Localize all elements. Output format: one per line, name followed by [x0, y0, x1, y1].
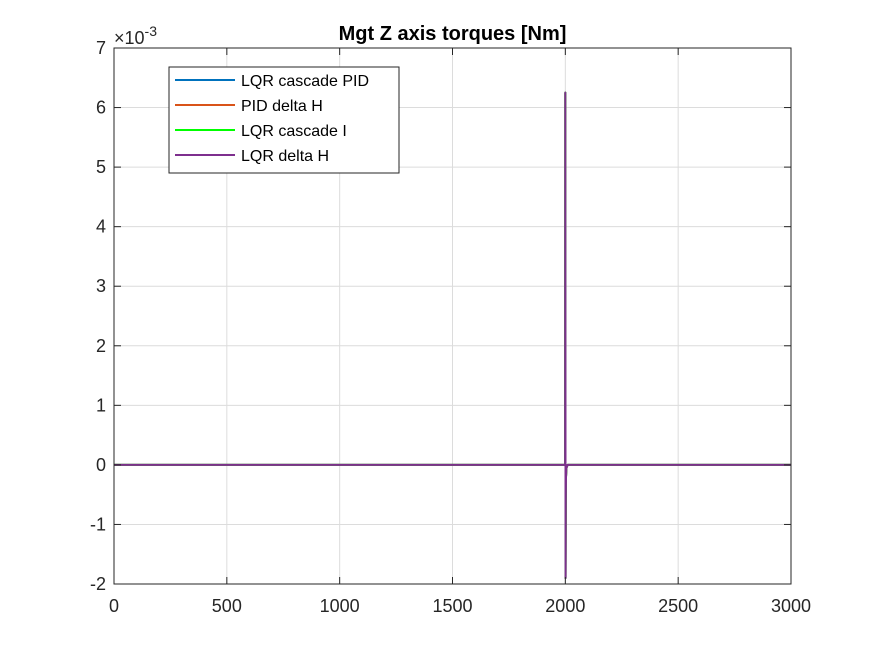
- series-lines: [114, 91, 791, 580]
- x-tick-label: 1000: [320, 596, 360, 616]
- y-tick-label: 7: [96, 38, 106, 58]
- y-tick-label: 0: [96, 455, 106, 475]
- y-tick-label: 4: [96, 217, 106, 237]
- legend-label: LQR delta H: [241, 148, 329, 165]
- x-tick-label: 3000: [771, 596, 811, 616]
- chart-title: Mgt Z axis torques [Nm]: [339, 23, 567, 45]
- y-axis-exponent: ×10-3: [114, 23, 157, 48]
- y-tick-label: -2: [90, 574, 106, 594]
- series-line: [114, 91, 791, 580]
- legend: LQR cascade PID PID delta H LQR cascade I L…: [168, 66, 400, 174]
- axis-ticks: [113, 47, 792, 585]
- y-tick-labels: -2 -1 0 1 2 3 4 5 6 7: [90, 38, 106, 594]
- x-tick-label: 1500: [432, 596, 472, 616]
- legend-label: LQR cascade I: [241, 123, 347, 140]
- y-tick-label: 1: [96, 395, 106, 415]
- exponent-power: -3: [145, 23, 158, 39]
- x-tick-label: 500: [212, 596, 242, 616]
- y-tick-label: 6: [96, 98, 106, 118]
- y-tick-label: 5: [96, 157, 106, 177]
- legend-label: LQR cascade PID: [241, 73, 369, 90]
- y-tick-label: 3: [96, 276, 106, 296]
- y-tick-label: -1: [90, 514, 106, 534]
- legend-label: PID delta H: [241, 98, 323, 115]
- exponent-base: 10: [125, 28, 145, 48]
- y-tick-label: 2: [96, 336, 106, 356]
- exponent-times: ×: [114, 28, 125, 48]
- x-tick-labels: 0 500 1000 1500 2000 2500 3000: [109, 596, 811, 616]
- x-tick-label: 2500: [658, 596, 698, 616]
- x-tick-label: 0: [109, 596, 119, 616]
- x-tick-label: 2000: [545, 596, 585, 616]
